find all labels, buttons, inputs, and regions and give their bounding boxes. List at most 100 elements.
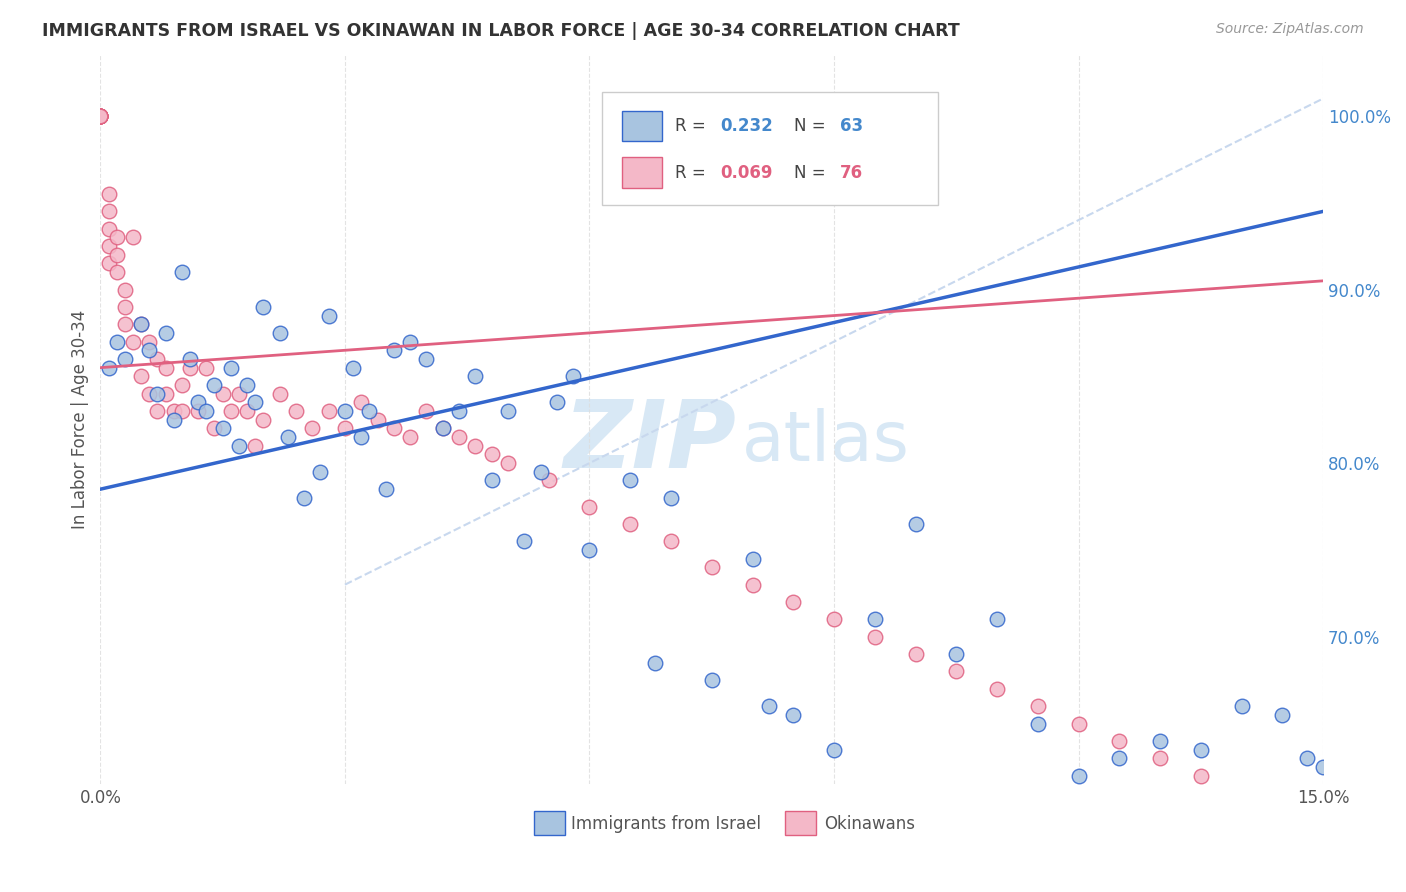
Point	[245, 395, 267, 409]
Point	[292, 491, 315, 505]
Point	[464, 369, 486, 384]
Point	[333, 421, 356, 435]
Point	[97, 221, 120, 235]
Point	[619, 474, 641, 488]
Point	[114, 283, 136, 297]
Point	[350, 430, 373, 444]
Point	[415, 404, 437, 418]
Point	[285, 404, 308, 418]
Point	[496, 404, 519, 418]
Point	[129, 318, 152, 332]
Point	[309, 465, 332, 479]
Point	[741, 577, 763, 591]
Point	[318, 309, 340, 323]
Point	[1271, 707, 1294, 722]
Point	[179, 351, 201, 366]
Point	[823, 612, 845, 626]
Point	[89, 109, 111, 123]
Point	[359, 404, 381, 418]
Point	[122, 334, 145, 349]
Point	[529, 465, 551, 479]
Point	[350, 395, 373, 409]
Point	[986, 612, 1008, 626]
Point	[129, 369, 152, 384]
Point	[432, 421, 454, 435]
Point	[211, 386, 233, 401]
Bar	[623, 157, 662, 188]
Point	[741, 551, 763, 566]
Point	[374, 482, 396, 496]
Point	[399, 334, 422, 349]
Point	[1312, 760, 1334, 774]
Text: Immigrants from Israel: Immigrants from Israel	[571, 814, 761, 833]
Point	[138, 343, 160, 358]
Point	[195, 404, 218, 418]
Point	[432, 421, 454, 435]
Text: Okinawans: Okinawans	[824, 814, 915, 833]
Point	[481, 447, 503, 461]
Point	[1026, 716, 1049, 731]
Point	[700, 560, 723, 574]
Point	[252, 300, 274, 314]
Text: ZIP: ZIP	[564, 396, 737, 488]
Point	[170, 404, 193, 418]
Point	[904, 516, 927, 531]
Point	[155, 326, 177, 340]
Point	[269, 386, 291, 401]
Point	[170, 265, 193, 279]
Point	[546, 395, 568, 409]
Point	[105, 248, 128, 262]
Text: R =: R =	[675, 117, 711, 135]
Point	[301, 421, 323, 435]
Point	[1067, 716, 1090, 731]
Point	[562, 369, 585, 384]
Point	[97, 187, 120, 202]
Point	[236, 378, 259, 392]
Point	[578, 500, 600, 514]
Point	[318, 404, 340, 418]
Point	[219, 404, 242, 418]
Point	[89, 109, 111, 123]
Point	[179, 360, 201, 375]
Point	[97, 239, 120, 253]
Point	[89, 109, 111, 123]
Point	[382, 421, 405, 435]
Text: N =: N =	[793, 117, 831, 135]
Text: 76: 76	[841, 163, 863, 182]
Point	[89, 109, 111, 123]
Point	[578, 543, 600, 558]
Point	[758, 699, 780, 714]
Point	[342, 360, 364, 375]
Point	[415, 351, 437, 366]
Point	[236, 404, 259, 418]
Point	[187, 404, 209, 418]
Text: R =: R =	[675, 163, 711, 182]
Point	[464, 439, 486, 453]
Point	[904, 647, 927, 661]
Point	[105, 265, 128, 279]
Point	[252, 413, 274, 427]
FancyBboxPatch shape	[602, 92, 938, 204]
Text: atlas: atlas	[742, 409, 910, 475]
Bar	[785, 812, 815, 836]
Point	[277, 430, 299, 444]
Point	[945, 647, 967, 661]
Point	[481, 474, 503, 488]
Point	[204, 421, 226, 435]
Point	[1189, 769, 1212, 783]
Point	[105, 334, 128, 349]
Point	[1189, 742, 1212, 756]
Point	[382, 343, 405, 358]
Point	[89, 109, 111, 123]
Text: Source: ZipAtlas.com: Source: ZipAtlas.com	[1216, 22, 1364, 37]
Point	[138, 386, 160, 401]
Point	[619, 516, 641, 531]
Point	[228, 439, 250, 453]
Point	[945, 665, 967, 679]
Text: 63: 63	[841, 117, 863, 135]
Point	[537, 474, 560, 488]
Point	[195, 360, 218, 375]
Point	[97, 360, 120, 375]
Point	[447, 404, 470, 418]
Point	[447, 430, 470, 444]
